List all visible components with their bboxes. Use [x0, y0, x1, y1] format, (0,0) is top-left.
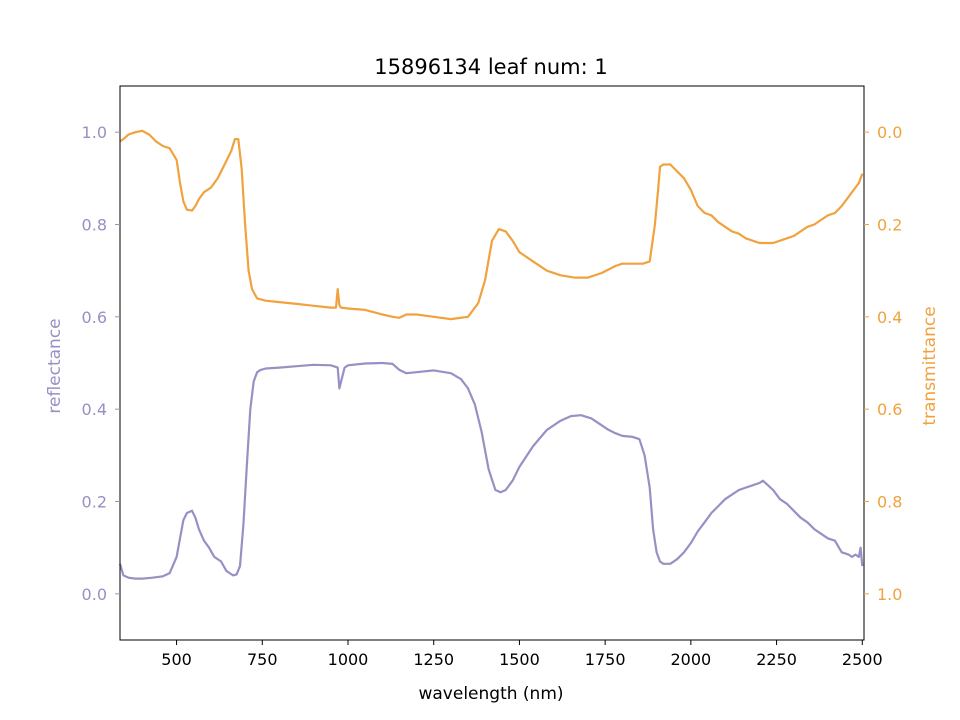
- x-tick-label: 2000: [670, 650, 711, 669]
- y-left-tick-label: 0.0: [82, 585, 107, 604]
- y-right-tick-label: 0.4: [877, 308, 902, 327]
- plot-lines: [118, 129, 864, 580]
- chart-title: 15896134 leaf num: 1: [374, 55, 607, 79]
- plot-frame: [119, 85, 865, 641]
- y-left-tick-label: 1.0: [82, 123, 107, 142]
- y-left-tick-label: 0.2: [82, 493, 107, 512]
- y-axis-right: 0.0 0.2 0.4 0.6 0.8 1.0: [864, 123, 902, 604]
- x-tick-label: 750: [247, 650, 278, 669]
- x-tick-label: 1750: [585, 650, 626, 669]
- y-right-tick-label: 1.0: [877, 585, 902, 604]
- transmittance-series-line: [119, 129, 864, 321]
- x-tick-label: 2250: [756, 650, 797, 669]
- y-axis-right-label: transmittance: [920, 306, 940, 425]
- y-right-tick-label: 0.0: [877, 123, 902, 142]
- x-tick-label: 500: [161, 650, 192, 669]
- x-axis-label: wavelength (nm): [418, 684, 563, 704]
- x-tick-label: 1000: [328, 650, 369, 669]
- x-tick-label: 2500: [842, 650, 883, 669]
- y-left-tick-label: 0.6: [82, 308, 107, 327]
- y-left-tick-label: 0.8: [82, 216, 107, 235]
- y-right-tick-label: 0.2: [877, 216, 902, 235]
- x-axis: 500 750 1000 1250 1500 1750 2000 2250 2500: [161, 640, 883, 669]
- y-left-tick-label: 0.4: [82, 400, 107, 419]
- y-right-tick-label: 0.8: [877, 493, 902, 512]
- reflectance-series-line: [118, 361, 864, 580]
- x-tick-label: 1250: [413, 650, 454, 669]
- x-tick-label: 1500: [499, 650, 540, 669]
- y-axis-left-label: reflectance: [45, 318, 65, 413]
- y-right-tick-label: 0.6: [877, 400, 902, 419]
- y-axis-left: 0.0 0.2 0.4 0.6 0.8 1.0: [82, 123, 120, 604]
